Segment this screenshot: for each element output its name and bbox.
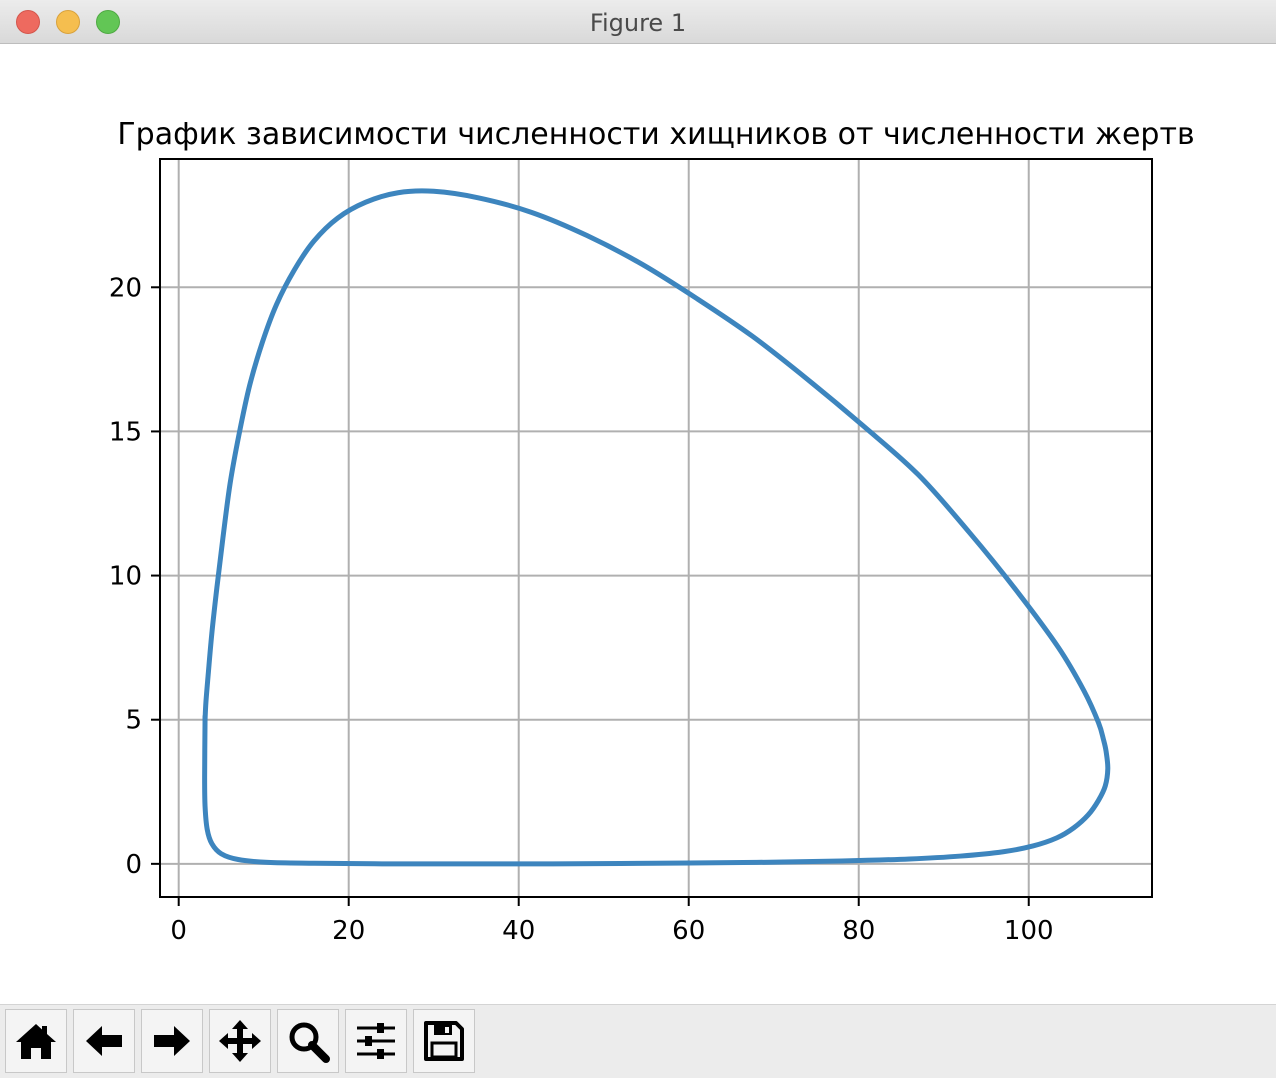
x-tick-label: 60 [672,916,705,946]
zoom-button[interactable] [277,1009,339,1073]
y-tick-label: 15 [109,417,142,447]
back-arrow-icon [86,1026,122,1056]
back-button[interactable] [73,1009,135,1073]
configure-subplots-icon [357,1023,395,1059]
configure-subplots-button[interactable] [345,1009,407,1073]
home-button[interactable] [5,1009,67,1073]
close-window-button[interactable] [16,10,40,34]
chart-canvas: График зависимости численности хищников … [109,117,1195,946]
minimize-window-button[interactable] [56,10,80,34]
x-tick-label: 100 [1004,916,1054,946]
x-tick-label: 80 [842,916,875,946]
axis-ticks: 0 20 40 60 80 100 0 5 10 15 20 [109,273,1054,946]
x-tick-label: 0 [170,916,187,946]
forward-arrow-icon [154,1026,190,1056]
y-tick-label: 20 [109,273,142,303]
pan-icon [219,1020,261,1062]
grid-lines [160,159,1152,897]
y-tick-label: 5 [125,706,142,736]
series-line [202,188,1111,867]
chart-title: График зависимости численности хищников … [117,117,1194,152]
maximize-window-button[interactable] [96,10,120,34]
y-tick-label: 0 [125,850,142,880]
axes-frame [159,158,1153,898]
home-icon [16,1024,56,1059]
pan-button[interactable] [209,1009,271,1073]
zoom-icon [289,1022,330,1063]
x-tick-label: 40 [502,916,535,946]
save-icon [424,1021,464,1061]
window-title: Figure 1 [589,9,687,37]
navigation-toolbar [0,1004,1276,1078]
save-button[interactable] [413,1009,475,1073]
x-tick-label: 20 [332,916,365,946]
y-tick-label: 10 [109,562,142,592]
forward-button[interactable] [141,1009,203,1073]
window-titlebar: Figure 1 [0,0,1276,44]
